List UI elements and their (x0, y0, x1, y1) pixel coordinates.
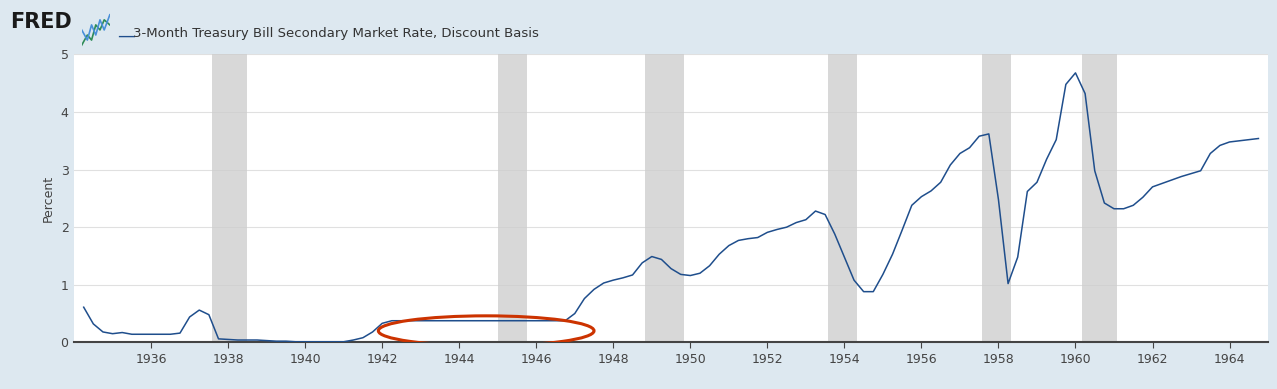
Bar (829, 54, 857, 342)
Bar (982, 54, 1011, 342)
Bar (1082, 54, 1117, 342)
Text: FRED: FRED (10, 12, 72, 32)
Bar (212, 54, 248, 342)
Bar (645, 54, 683, 342)
Y-axis label: Percent: Percent (42, 175, 55, 222)
Text: 3-Month Treasury Bill Secondary Market Rate, Discount Basis: 3-Month Treasury Bill Secondary Market R… (133, 27, 539, 40)
Bar (498, 54, 526, 342)
Text: —: — (117, 27, 135, 45)
